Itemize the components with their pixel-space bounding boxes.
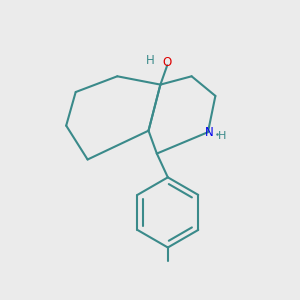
Text: H: H <box>146 54 154 67</box>
Text: O: O <box>163 56 172 69</box>
Text: H: H <box>218 131 226 141</box>
Text: N: N <box>205 126 214 139</box>
